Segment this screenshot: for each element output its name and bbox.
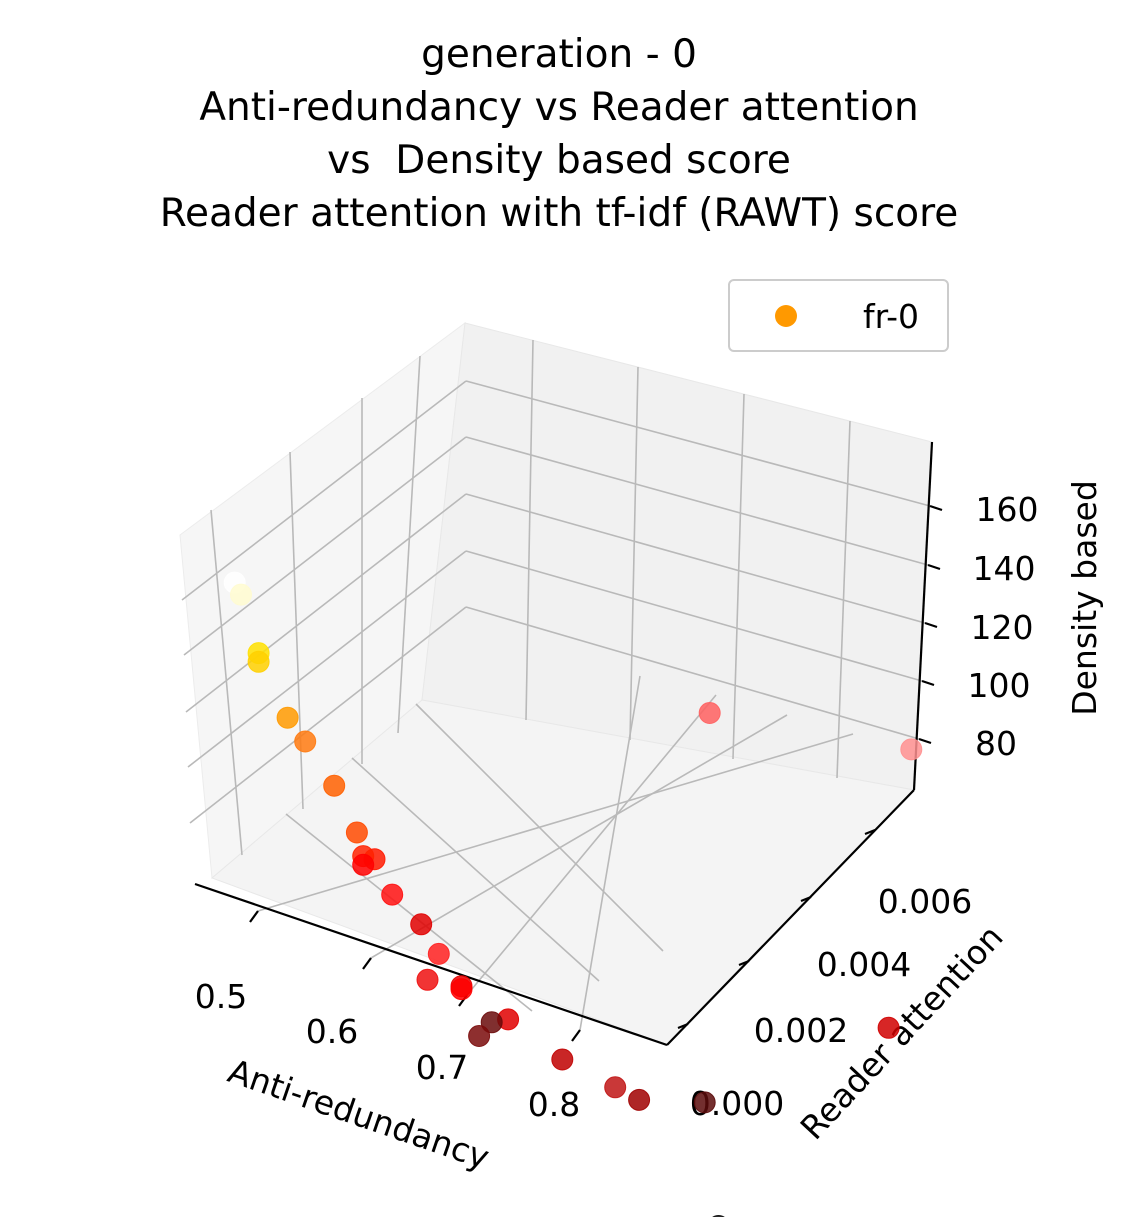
x-tick-1: [249, 910, 259, 923]
grid-x-back-2: [629, 366, 639, 741]
grid-z-left-3: [185, 493, 467, 713]
grid-z-back-5: [465, 606, 920, 740]
y-axis-line: [666, 789, 915, 1046]
title-line-3: vs Density based score: [327, 138, 791, 183]
x-tick-label-4: 0.8: [528, 1085, 580, 1124]
title-line-2: Anti-redundancy vs Reader attention: [199, 85, 919, 130]
title-line-4: Reader attention with tf-idf (RAWT) scor…: [159, 191, 959, 236]
data-point: [698, 702, 721, 724]
y-tick-label-2: 0.002: [754, 1011, 848, 1050]
z-tick-label-1: 80: [975, 724, 1017, 763]
x-tick-label-3: 0.7: [416, 1048, 468, 1087]
x-tick-label-1: 0.5: [195, 977, 247, 1016]
grid-y-floor-2: [370, 714, 788, 959]
grid-z-left-4: [187, 550, 467, 768]
data-point: [427, 942, 450, 965]
y-tick-3: [800, 895, 812, 903]
z-axis-label: Density based: [1065, 480, 1104, 716]
z-tick-label-2: 100: [968, 666, 1031, 705]
data-point: [276, 706, 299, 729]
grid-x-back-1: [525, 339, 534, 721]
legend-box: [728, 279, 949, 352]
data-point: [551, 1048, 574, 1071]
data-points: [223, 571, 923, 1217]
z-tick-5: [929, 504, 943, 512]
data-point: [416, 968, 439, 991]
grid-z-back-3: [465, 493, 926, 624]
grid-z-left-2: [183, 436, 467, 656]
grid-y-floor-3: [466, 694, 717, 996]
y-tick-label-4: 0.006: [878, 882, 972, 921]
legend-label: fr-0: [863, 297, 919, 336]
data-point: [450, 978, 473, 1001]
z-tick-4: [927, 563, 941, 571]
grid-z-left-1: [181, 380, 467, 601]
data-point: [352, 853, 375, 876]
grid-z-back-2: [465, 436, 929, 566]
x-axis-line: [194, 882, 668, 1047]
x-tick-4: [571, 1029, 581, 1042]
y-tick-1: [677, 1022, 689, 1030]
grid-y-floor-1: [257, 733, 854, 912]
data-point: [468, 1025, 491, 1047]
data-point: [345, 821, 368, 844]
z-tick-label-4: 140: [973, 549, 1036, 588]
z-tick-label-3: 120: [971, 608, 1034, 647]
data-point: [693, 1091, 716, 1114]
data-point: [480, 1011, 503, 1034]
grid-z-left-5: [189, 606, 467, 824]
data-point: [381, 883, 404, 906]
y-tick-2: [738, 959, 750, 967]
data-point: [323, 774, 346, 797]
grid-y-left-1: [210, 509, 243, 856]
z-tick-label-5: 160: [976, 490, 1039, 529]
grid-y-floor-4: [579, 675, 641, 1031]
data-point: [410, 913, 433, 936]
legend-marker: [775, 305, 797, 327]
data-point: [230, 583, 252, 606]
chart-title: generation - 0 Anti-redundancy vs Reader…: [0, 28, 1118, 240]
x-tick-label-2: 0.6: [306, 1012, 358, 1051]
axis-lines: [194, 441, 934, 1047]
x-tick-2: [362, 957, 372, 970]
data-point: [604, 1076, 627, 1099]
data-point: [628, 1088, 651, 1111]
grid-z-back-1: [465, 380, 931, 507]
data-point: [294, 730, 317, 753]
grid-z-back-4: [465, 550, 923, 682]
title-line-1: generation - 0: [421, 32, 697, 77]
grid-x-floor-1: [285, 813, 533, 1012]
z-tick-3: [924, 621, 938, 629]
z-tick-1: [918, 737, 932, 745]
legend: fr-0: [728, 279, 949, 352]
y-tick-4: [864, 828, 876, 836]
z-tick-2: [921, 679, 935, 687]
z-axis-line: [912, 441, 934, 791]
data-point: [877, 1016, 900, 1039]
grid-lines: [181, 339, 931, 1031]
y-tick-label-3: 0.004: [817, 945, 911, 984]
grid-x-floor-2: [351, 757, 600, 982]
data-point: [900, 738, 923, 761]
axis-ticks: [249, 504, 943, 1042]
data-point: [247, 650, 270, 673]
